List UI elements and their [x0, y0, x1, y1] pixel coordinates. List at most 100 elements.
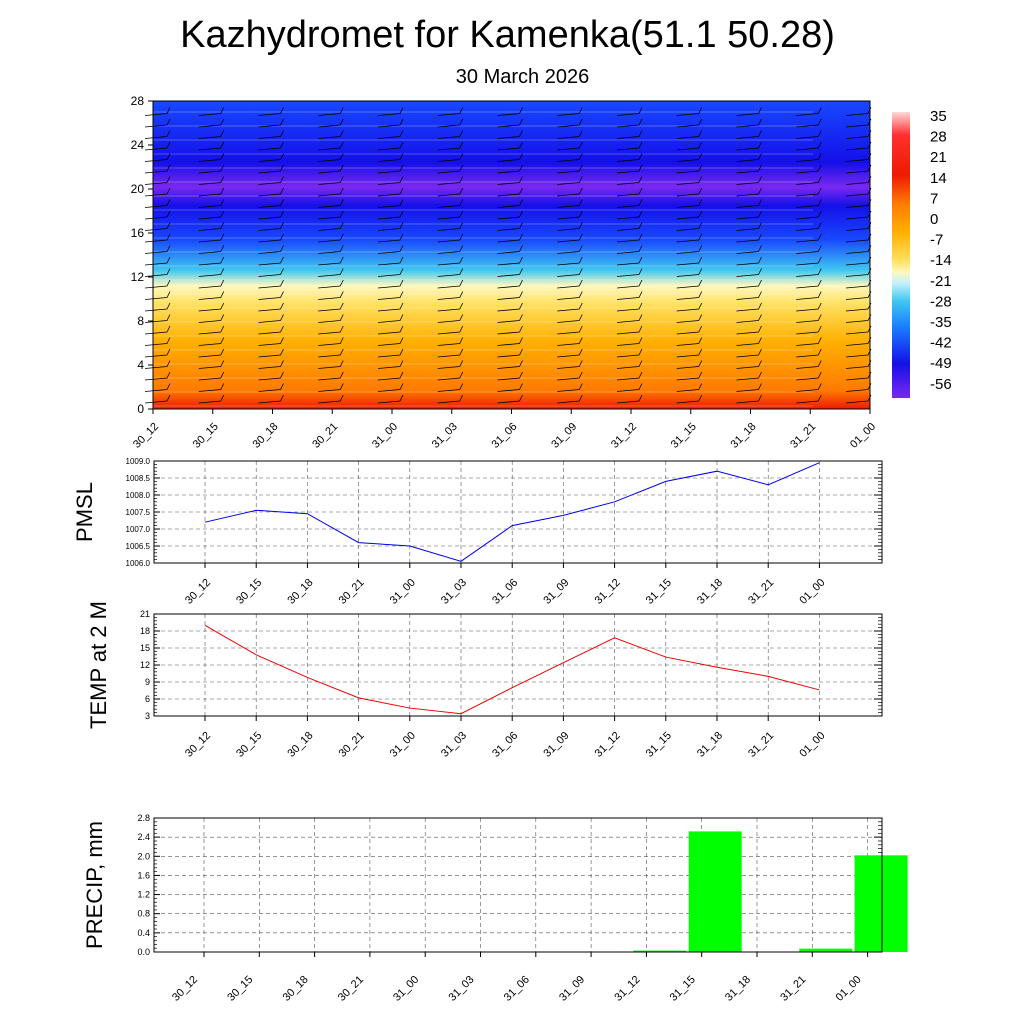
- wind-barb: [437, 187, 464, 197]
- temp2m-x-tick-label: 31_15: [644, 730, 674, 760]
- wind-barb: [796, 245, 822, 254]
- contour-line: [152, 375, 813, 379]
- temp2m-y-axis-label: TEMP at 2 M: [86, 601, 111, 729]
- precip-bar: [799, 948, 853, 952]
- wind-barb: [258, 337, 284, 346]
- wind-barb: [796, 130, 822, 139]
- wind-barb: [557, 256, 583, 266]
- wind-barb: [796, 164, 822, 174]
- wind-barb: [796, 153, 822, 162]
- pmsl-x-tick-label: 31_21: [746, 577, 776, 607]
- pmsl-x-tick-label: 31_09: [541, 577, 571, 607]
- wind-barb: [437, 210, 464, 220]
- wind-barb: [198, 107, 225, 116]
- wind-barb: [144, 360, 171, 369]
- contour-line: [152, 263, 813, 267]
- contour-line: [152, 319, 813, 323]
- wind-barb: [144, 348, 171, 358]
- colorbar-label: 21: [930, 149, 947, 166]
- wind-barb: [796, 337, 822, 346]
- heatmap-y-tick-label: 8: [137, 314, 144, 328]
- heatmap-y-tick-label: 4: [137, 358, 144, 372]
- wind-barb: [144, 302, 171, 312]
- temp2m-x-tick-label: 31_21: [746, 730, 776, 760]
- wind-barb: [616, 222, 643, 231]
- wind-barb: [796, 394, 822, 404]
- wind-barb: [616, 371, 643, 381]
- precip-y-tick-label: 2.4: [137, 832, 150, 842]
- wind-barb: [258, 210, 284, 220]
- wind-barb: [437, 279, 464, 289]
- wind-barb: [736, 302, 762, 312]
- wind-barb: [796, 210, 822, 220]
- wind-barb: [557, 187, 583, 197]
- wind-barb: [676, 371, 703, 381]
- wind-barb: [497, 279, 523, 289]
- temp2m-x-tick-label: 30_12: [183, 730, 213, 760]
- wind-barb: [736, 256, 762, 266]
- wind-barb: [144, 153, 171, 162]
- wind-barb: [736, 118, 762, 128]
- contour-line: [152, 151, 813, 155]
- wind-barb: [736, 348, 762, 358]
- wind-barb: [144, 291, 171, 300]
- heatmap-x-tick-label: 31_15: [669, 421, 699, 451]
- wind-barb: [258, 187, 284, 197]
- wind-barb: [616, 153, 643, 162]
- wind-barb: [144, 383, 171, 392]
- wind-barb: [616, 107, 643, 116]
- wind-barb: [437, 360, 464, 369]
- colorbar-label: 28: [930, 129, 947, 146]
- wind-barb: [616, 176, 643, 185]
- wind-barb: [497, 187, 523, 197]
- wind-barb: [198, 141, 225, 151]
- precip-x-tick-label: 31_06: [502, 974, 532, 1004]
- wind-barb: [557, 302, 583, 312]
- precip-x-tick-label: 31_18: [723, 974, 753, 1004]
- contour-line: [152, 221, 813, 225]
- wind-barb: [258, 291, 284, 300]
- wind-barb: [318, 118, 344, 128]
- precip-x-tick-label: 30_21: [336, 974, 366, 1004]
- pmsl-x-tick-label: 01_00: [797, 577, 827, 607]
- wind-barb: [377, 130, 404, 139]
- colorbar-label: 7: [930, 190, 938, 207]
- wind-barb: [557, 130, 583, 139]
- contour-line: [152, 291, 813, 295]
- wind-barb: [198, 394, 225, 404]
- wind-barb: [318, 222, 344, 231]
- wind-barb: [736, 337, 762, 346]
- wind-barb: [497, 233, 523, 243]
- wind-barb: [437, 176, 464, 185]
- temp2m-x-tick-label: 31_00: [388, 730, 418, 760]
- wind-barb: [557, 141, 583, 151]
- wind-barb: [616, 130, 643, 139]
- pmsl-y-axis-label: PMSL: [72, 482, 97, 542]
- precip-x-tick-label: 30_12: [170, 974, 200, 1004]
- wind-barb: [258, 164, 284, 174]
- wind-barb: [796, 176, 822, 185]
- precip-frame: [153, 817, 883, 953]
- wind-barb: [258, 130, 284, 139]
- wind-barb: [377, 153, 404, 162]
- wind-barb: [497, 222, 523, 231]
- wind-barb: [198, 256, 225, 266]
- wind-barb: [497, 118, 523, 128]
- wind-barb: [497, 199, 523, 208]
- heatmap-y-tick-label: 16: [131, 226, 145, 240]
- wind-barb: [437, 371, 464, 381]
- wind-barb: [616, 256, 643, 266]
- wind-barb: [557, 348, 583, 358]
- wind-barb: [796, 360, 822, 369]
- wind-barb: [258, 325, 284, 335]
- precip-y-axis-label: PRECIP, mm: [82, 821, 107, 949]
- wind-barb: [616, 245, 643, 254]
- pmsl-y-tick-label: 1007.5: [126, 508, 151, 517]
- wind-barb: [318, 325, 344, 335]
- wind-barb: [437, 233, 464, 243]
- wind-barb: [377, 314, 404, 323]
- wind-barb: [676, 107, 703, 116]
- wind-barb: [144, 268, 171, 277]
- wind-barb: [616, 199, 643, 208]
- wind-barb: [676, 233, 703, 243]
